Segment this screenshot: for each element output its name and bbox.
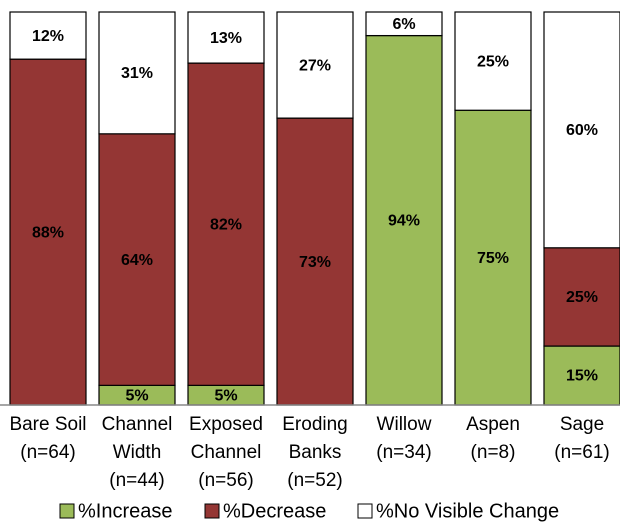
legend-label: %Decrease bbox=[223, 500, 326, 522]
bar-segment bbox=[276, 11, 354, 119]
value-label: 27% bbox=[299, 57, 331, 74]
bar-segment bbox=[454, 11, 532, 111]
x-tick-label: Sage bbox=[560, 414, 604, 435]
bar-segment bbox=[187, 11, 265, 64]
bar-segment bbox=[187, 62, 265, 386]
bar-segment bbox=[9, 11, 87, 60]
value-label: 94% bbox=[388, 213, 420, 230]
x-tick-label: Aspen bbox=[466, 414, 520, 435]
x-tick-label: (n=44) bbox=[109, 470, 164, 491]
bar-segment bbox=[454, 109, 532, 406]
value-label: 13% bbox=[210, 30, 242, 47]
legend-swatch bbox=[59, 503, 75, 519]
x-tick-label: Willow bbox=[377, 414, 432, 435]
value-label: 75% bbox=[477, 250, 509, 267]
legend-swatch bbox=[204, 503, 220, 519]
x-tick-label: (n=34) bbox=[376, 442, 431, 463]
x-tick-label: Channel bbox=[102, 414, 173, 435]
value-label: 15% bbox=[566, 368, 598, 385]
bar-segment bbox=[98, 133, 176, 386]
x-tick-label: Width bbox=[113, 442, 162, 463]
value-label: 5% bbox=[214, 387, 237, 404]
bar-segment bbox=[98, 11, 176, 135]
x-tick-label: Eroding bbox=[282, 414, 348, 435]
value-label: 12% bbox=[32, 28, 64, 45]
bar-segment bbox=[9, 58, 87, 406]
legend-swatch bbox=[357, 503, 373, 519]
legend-label: %No Visible Change bbox=[376, 500, 559, 522]
value-label: 88% bbox=[32, 224, 64, 241]
value-label: 73% bbox=[299, 254, 331, 271]
value-label: 5% bbox=[125, 387, 148, 404]
x-tick-label: (n=56) bbox=[198, 470, 253, 491]
value-label: 60% bbox=[566, 122, 598, 139]
value-label: 82% bbox=[210, 216, 242, 233]
value-label: 31% bbox=[121, 65, 153, 82]
value-label: 25% bbox=[566, 289, 598, 306]
value-label: 64% bbox=[121, 252, 153, 269]
value-label: 25% bbox=[477, 53, 509, 70]
x-tick-label: (n=64) bbox=[20, 442, 75, 463]
x-tick-label: (n=61) bbox=[554, 442, 609, 463]
legend-label: %Increase bbox=[78, 500, 173, 522]
x-tick-label: (n=52) bbox=[287, 470, 342, 491]
x-tick-label: Exposed bbox=[189, 414, 263, 435]
x-tick-label: Banks bbox=[289, 442, 342, 463]
x-tick-label: Channel bbox=[191, 442, 262, 463]
x-tick-label: Bare Soil bbox=[9, 414, 86, 435]
bar-segment bbox=[276, 117, 354, 406]
x-tick-label: (n=8) bbox=[471, 442, 516, 463]
value-label: 6% bbox=[392, 16, 415, 33]
bar-segment bbox=[365, 11, 443, 37]
bar-segment bbox=[543, 11, 620, 249]
